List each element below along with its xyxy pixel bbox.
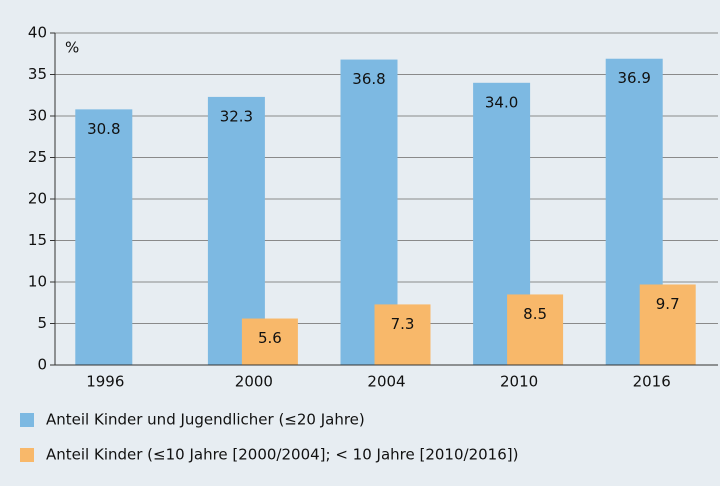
bar <box>639 284 696 365</box>
legend-label: Anteil Kinder (≤10 Jahre [2000/2004]; < … <box>46 446 518 464</box>
x-tick-label: 1996 <box>86 373 124 391</box>
y-tick-label: 20 <box>28 190 47 208</box>
x-tick-label: 2000 <box>235 373 273 391</box>
value-label: 8.5 <box>523 305 547 323</box>
y-tick-label: 5 <box>37 314 47 332</box>
y-tick-label: 40 <box>28 24 47 42</box>
y-tick-label: 15 <box>28 231 47 249</box>
y-tick-label: 30 <box>28 107 47 125</box>
value-label: 7.3 <box>391 315 415 333</box>
x-tick-label: 2016 <box>633 373 671 391</box>
value-label: 36.8 <box>352 70 385 88</box>
y-tick-label: 10 <box>28 273 47 291</box>
value-label: 9.7 <box>656 295 680 313</box>
legend-swatch <box>20 448 34 462</box>
bar <box>374 304 431 365</box>
legend-label: Anteil Kinder und Jugendlicher (≤20 Jahr… <box>46 411 365 429</box>
bar <box>75 109 133 365</box>
y-tick-label: 35 <box>28 65 47 83</box>
value-label: 30.8 <box>87 120 120 138</box>
x-tick-label: 2010 <box>500 373 538 391</box>
value-label: 32.3 <box>220 107 253 125</box>
value-label: 36.9 <box>617 69 650 87</box>
y-axis-label: % <box>65 39 79 57</box>
y-tick-label: 25 <box>28 148 47 166</box>
bar <box>507 294 564 365</box>
value-label: 5.6 <box>258 329 282 347</box>
x-tick-label: 2004 <box>367 373 405 391</box>
bar <box>241 318 298 365</box>
value-label: 34.0 <box>485 93 518 111</box>
legend-swatch <box>20 413 34 427</box>
y-tick-label: 0 <box>37 356 47 374</box>
